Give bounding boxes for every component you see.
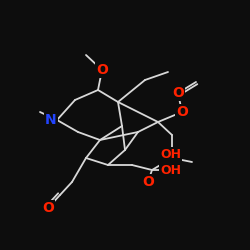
Text: O: O xyxy=(96,63,108,77)
Text: OH: OH xyxy=(160,164,181,176)
Text: O: O xyxy=(176,105,188,119)
Text: N: N xyxy=(45,113,57,127)
Text: OH: OH xyxy=(160,148,181,162)
Text: O: O xyxy=(42,201,54,215)
Text: O: O xyxy=(142,175,154,189)
Text: O: O xyxy=(172,86,184,100)
